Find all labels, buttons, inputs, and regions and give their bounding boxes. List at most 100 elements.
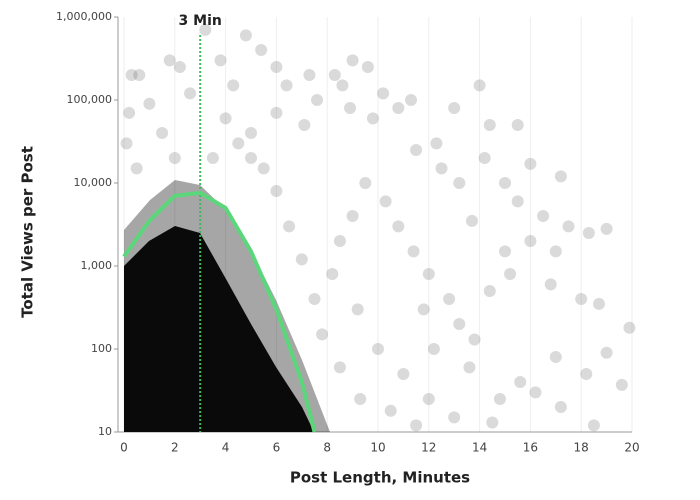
x-tick-label: 8: [323, 441, 331, 455]
x-tick-label: 12: [421, 441, 436, 455]
x-tick-label: 18: [574, 441, 589, 455]
point: [600, 346, 613, 359]
point: [173, 60, 186, 73]
point: [163, 54, 176, 67]
point: [214, 54, 227, 67]
point: [270, 60, 283, 73]
point: [239, 29, 252, 42]
point: [232, 137, 245, 150]
point: [372, 343, 384, 355]
point: [478, 152, 491, 165]
point: [524, 235, 537, 248]
x-axis-title: Post Length, Minutes: [290, 469, 470, 487]
y-tick-label: 10: [98, 425, 112, 438]
point: [351, 303, 364, 316]
point: [407, 245, 420, 258]
point: [346, 54, 359, 67]
point: [384, 404, 397, 417]
point: [554, 401, 567, 414]
point: [453, 177, 466, 189]
point: [359, 177, 372, 189]
y-tick-label: 100: [91, 342, 112, 355]
point: [206, 152, 219, 165]
point: [422, 268, 435, 281]
point: [465, 214, 478, 227]
point: [377, 87, 390, 100]
y-axis-title: Total Views per Post: [19, 146, 37, 318]
point: [427, 343, 440, 355]
point: [219, 112, 232, 125]
point: [123, 106, 136, 119]
point: [316, 328, 329, 341]
point: [168, 152, 181, 165]
x-tick-label: 6: [273, 441, 281, 455]
point: [554, 170, 567, 183]
point: [120, 137, 133, 150]
point: [125, 69, 138, 82]
point: [308, 293, 321, 306]
point: [303, 69, 316, 82]
point: [255, 44, 268, 57]
point: [422, 392, 435, 405]
point: [493, 392, 506, 405]
point: [511, 195, 524, 208]
x-tick-label: 14: [472, 441, 487, 455]
point: [537, 210, 550, 223]
point: [615, 378, 628, 391]
point: [580, 367, 593, 380]
point: [397, 367, 410, 380]
point: [417, 303, 430, 316]
point: [298, 118, 311, 131]
point: [448, 102, 461, 115]
point: [549, 245, 562, 258]
point: [333, 361, 346, 374]
x-tick-label: 4: [222, 441, 230, 455]
point: [410, 143, 423, 156]
point: [623, 321, 636, 334]
point: [582, 226, 595, 239]
point: [392, 220, 405, 233]
y-tick-label: 1,000: [81, 259, 113, 272]
point: [544, 278, 557, 291]
point: [326, 268, 339, 281]
point: [529, 386, 542, 399]
point: [463, 361, 476, 374]
fit-curve: [122, 190, 317, 433]
point: [333, 235, 346, 248]
x-tick-label: 2: [171, 441, 179, 455]
point: [600, 222, 613, 235]
point: [257, 162, 270, 175]
y-tick-label: 10,000: [74, 176, 113, 189]
annotation-label: 3 Min: [179, 13, 222, 29]
point: [483, 284, 496, 297]
point: [430, 137, 443, 150]
x-tick-label: 20: [624, 441, 639, 455]
point: [245, 152, 257, 165]
point: [483, 118, 496, 131]
point: [283, 220, 296, 233]
x-tick-label: 0: [120, 441, 128, 455]
point: [133, 69, 146, 82]
point: [514, 376, 527, 389]
point: [448, 411, 461, 424]
point: [270, 106, 283, 119]
point: [336, 79, 349, 92]
point: [143, 97, 156, 110]
point: [499, 177, 511, 189]
point: [227, 79, 240, 92]
point: [270, 185, 283, 198]
y-tick-label: 100,000: [67, 93, 113, 106]
point: [405, 94, 418, 106]
point: [592, 297, 605, 310]
point: [575, 293, 588, 306]
point: [392, 102, 405, 115]
point: [473, 79, 486, 92]
x-tick-label: 16: [523, 441, 538, 455]
point: [486, 416, 499, 429]
point: [156, 127, 169, 140]
point: [354, 392, 367, 405]
y-tick-label: 1,000,000: [56, 10, 112, 23]
point: [311, 94, 324, 106]
point: [435, 162, 448, 175]
point: [443, 293, 456, 306]
